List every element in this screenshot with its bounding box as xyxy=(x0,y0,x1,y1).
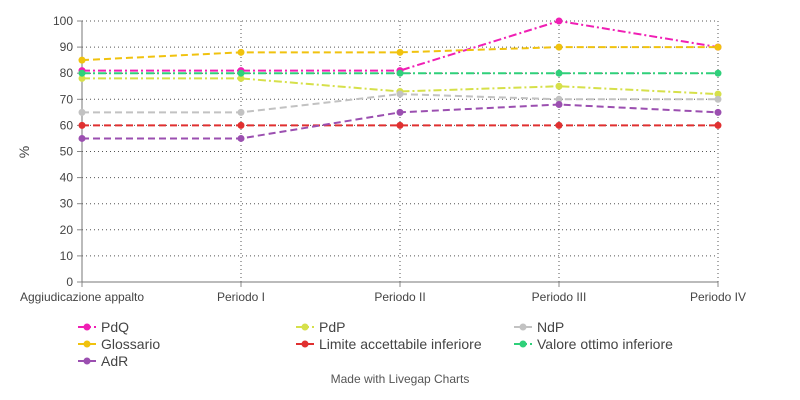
series-valore-ottimo-inferiore xyxy=(78,69,722,77)
x-tick-label: Periodo II xyxy=(374,290,425,304)
legend-swatch-dot xyxy=(519,323,527,331)
y-tick-label: 10 xyxy=(60,249,74,263)
data-point[interactable] xyxy=(78,108,86,116)
legend-item[interactable]: PdP xyxy=(296,319,345,335)
legend-label: Limite accettabile inferiore xyxy=(319,336,482,352)
grid-lines xyxy=(82,20,719,282)
y-tick-label: 30 xyxy=(60,197,74,211)
data-point[interactable] xyxy=(396,108,404,116)
y-tick-label: 40 xyxy=(60,171,74,185)
y-tick-label: 60 xyxy=(60,118,74,132)
legend-item[interactable]: PdQ xyxy=(78,319,129,335)
legend-swatch-dot xyxy=(83,340,91,348)
y-tick-label: 20 xyxy=(60,223,74,237)
legend-item[interactable]: Valore ottimo inferiore xyxy=(514,336,673,352)
legend-item[interactable]: NdP xyxy=(514,319,564,335)
data-point[interactable] xyxy=(396,48,404,56)
data-point[interactable] xyxy=(714,69,722,77)
data-point[interactable] xyxy=(396,121,404,129)
legend-swatch-dot xyxy=(519,340,527,348)
y-tick-label: 70 xyxy=(60,92,74,106)
series-limite-accettabile-inferiore xyxy=(78,121,722,129)
data-point[interactable] xyxy=(555,69,563,77)
data-point[interactable] xyxy=(714,90,722,98)
data-point[interactable] xyxy=(237,74,245,82)
legend-swatch-dot xyxy=(83,323,91,331)
data-point[interactable] xyxy=(78,134,86,142)
data-point[interactable] xyxy=(237,48,245,56)
data-point[interactable] xyxy=(555,95,563,103)
legend-label: AdR xyxy=(101,353,128,369)
legend: PdQ PdP NdP Glossario Limite accettabile inf… xyxy=(78,319,673,369)
data-point[interactable] xyxy=(78,69,86,77)
data-point[interactable] xyxy=(714,43,722,51)
data-point[interactable] xyxy=(396,90,404,98)
data-point[interactable] xyxy=(78,74,86,82)
series-adr xyxy=(78,101,722,142)
data-point[interactable] xyxy=(78,121,86,129)
series-ndp xyxy=(78,90,722,116)
footer-credit: Made with Livegap Charts xyxy=(330,372,470,386)
data-point[interactable] xyxy=(714,95,722,103)
data-point[interactable] xyxy=(237,134,245,142)
data-point[interactable] xyxy=(396,69,404,77)
y-tick-label: 50 xyxy=(60,145,74,159)
data-point[interactable] xyxy=(555,43,563,51)
legend-item[interactable]: Limite accettabile inferiore xyxy=(296,336,482,352)
x-tick-label: Periodo III xyxy=(532,290,587,304)
y-tick-label: 80 xyxy=(60,66,74,80)
series-line xyxy=(82,77,719,96)
data-point[interactable] xyxy=(237,108,245,116)
data-point[interactable] xyxy=(237,121,245,129)
legend-item[interactable]: AdR xyxy=(78,353,128,369)
y-axis-label: % xyxy=(16,146,32,158)
legend-swatch-dot xyxy=(301,323,309,331)
y-tick-label: 0 xyxy=(66,275,73,289)
series-glossario xyxy=(78,43,722,64)
data-point[interactable] xyxy=(555,17,563,25)
data-point[interactable] xyxy=(555,82,563,90)
legend-label: PdQ xyxy=(101,319,129,335)
legend-swatch-dot xyxy=(83,357,91,365)
series-lines xyxy=(78,17,722,142)
x-tick-label: Periodo I xyxy=(217,290,265,304)
x-tick-label: Aggiudicazione appalto xyxy=(20,290,144,304)
data-point[interactable] xyxy=(237,69,245,77)
data-point[interactable] xyxy=(555,121,563,129)
data-point[interactable] xyxy=(714,121,722,129)
legend-label: PdP xyxy=(319,319,345,335)
legend-item[interactable]: Glossario xyxy=(78,336,160,352)
axes: 0 10 20 30 40 50 60 70 80 90 100 Aggiudicazione app… xyxy=(16,14,746,304)
legend-label: NdP xyxy=(537,319,564,335)
legend-swatch-dot xyxy=(301,340,309,348)
legend-label: Glossario xyxy=(101,336,160,352)
y-tick-label: 90 xyxy=(60,40,74,54)
legend-label: Valore ottimo inferiore xyxy=(537,336,673,352)
data-point[interactable] xyxy=(555,101,563,109)
series-line xyxy=(81,46,718,62)
data-point[interactable] xyxy=(714,108,722,116)
y-tick-label: 100 xyxy=(53,14,73,28)
data-point[interactable] xyxy=(78,56,86,64)
x-tick-label: Periodo IV xyxy=(690,290,746,304)
